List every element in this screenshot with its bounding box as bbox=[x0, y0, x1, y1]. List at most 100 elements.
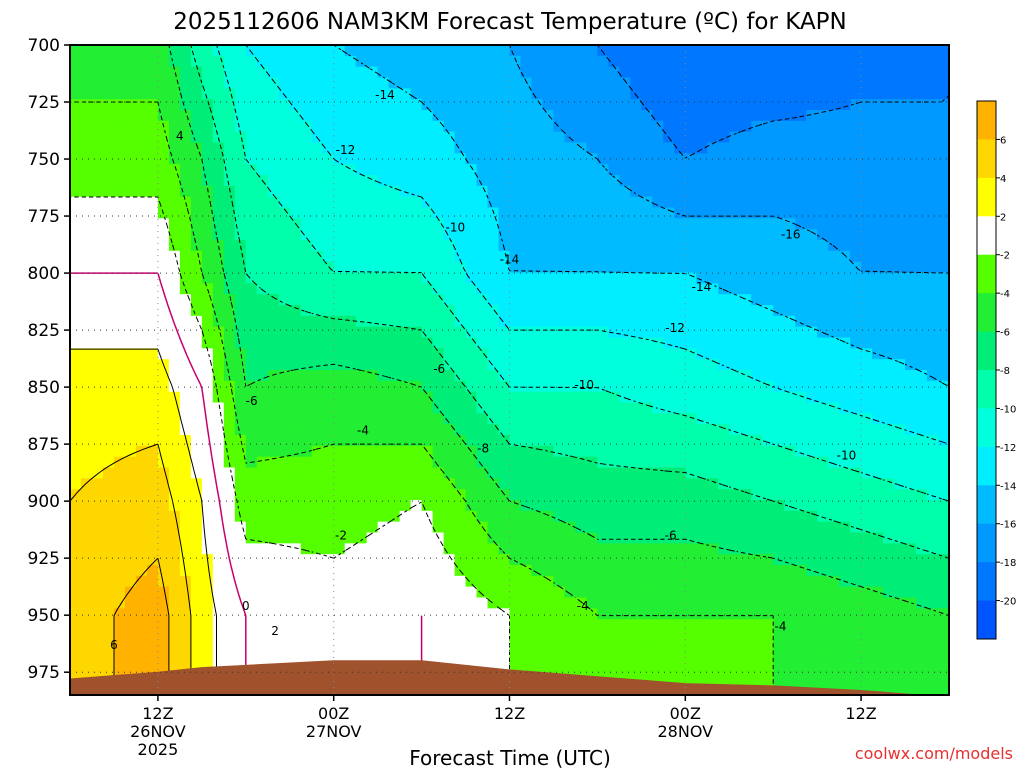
field-cell bbox=[355, 348, 368, 360]
field-cell bbox=[113, 521, 126, 534]
field-cell bbox=[80, 391, 93, 404]
field-cell bbox=[894, 77, 906, 89]
field-cell bbox=[553, 662, 566, 674]
field-cell bbox=[762, 467, 774, 479]
field-cell bbox=[938, 196, 949, 209]
field-cell bbox=[773, 66, 785, 79]
field-cell bbox=[663, 88, 675, 100]
field-cell bbox=[102, 45, 115, 57]
field-cell bbox=[421, 88, 434, 100]
field-cell bbox=[608, 478, 620, 490]
field-cell bbox=[300, 261, 313, 274]
field-cell bbox=[333, 218, 346, 230]
field-cell bbox=[575, 478, 588, 490]
field-cell bbox=[520, 45, 533, 57]
field-cell bbox=[311, 456, 324, 469]
field-cell bbox=[113, 575, 126, 588]
field-cell bbox=[366, 565, 379, 577]
field-cell bbox=[608, 218, 620, 230]
field-cell bbox=[366, 185, 379, 198]
field-cell bbox=[70, 445, 82, 458]
field-cell bbox=[531, 196, 544, 209]
field-cell bbox=[784, 66, 796, 79]
field-cell bbox=[366, 619, 379, 631]
field-cell bbox=[256, 196, 269, 209]
field-cell bbox=[641, 142, 653, 154]
field-cell bbox=[70, 554, 82, 566]
field-cell bbox=[300, 402, 313, 414]
field-cell bbox=[366, 651, 379, 664]
field-cell bbox=[476, 467, 489, 479]
field-cell bbox=[762, 207, 774, 219]
field-cell bbox=[784, 391, 796, 404]
field-cell bbox=[190, 45, 203, 57]
field-cell bbox=[157, 640, 170, 653]
colorbar-label: -2 bbox=[1000, 251, 1010, 262]
field-cell bbox=[157, 565, 170, 577]
field-cell bbox=[179, 250, 192, 263]
field-cell bbox=[80, 326, 93, 339]
field-cell bbox=[377, 196, 390, 209]
field-cell bbox=[795, 413, 807, 425]
field-cell bbox=[245, 142, 258, 154]
field-cell bbox=[399, 229, 412, 241]
field-cell bbox=[355, 142, 368, 154]
field-cell bbox=[388, 110, 401, 122]
field-cell bbox=[300, 120, 313, 133]
field-cell bbox=[927, 272, 939, 284]
field-cell bbox=[300, 391, 313, 404]
field-cell bbox=[223, 218, 236, 230]
field-cell bbox=[245, 45, 258, 57]
field-cell bbox=[487, 456, 500, 469]
field-cell bbox=[663, 359, 675, 371]
field-cell bbox=[894, 348, 906, 360]
field-cell bbox=[366, 250, 379, 263]
field-cell bbox=[685, 619, 697, 631]
field-cell bbox=[487, 651, 500, 664]
field-cell bbox=[916, 196, 928, 209]
field-cell bbox=[124, 305, 137, 317]
field-cell bbox=[70, 294, 82, 306]
field-cell bbox=[872, 424, 884, 436]
field-cell bbox=[399, 402, 412, 414]
field-cell bbox=[91, 456, 104, 469]
field-cell bbox=[388, 218, 401, 230]
field-cell bbox=[872, 218, 884, 230]
field-cell bbox=[179, 153, 192, 165]
field-cell bbox=[806, 597, 818, 609]
field-cell bbox=[157, 521, 170, 534]
field-cell bbox=[157, 597, 170, 609]
field-cell bbox=[267, 185, 280, 198]
field-cell bbox=[784, 175, 796, 187]
field-cell bbox=[498, 467, 511, 479]
field-cell bbox=[377, 240, 390, 252]
field-cell bbox=[289, 164, 302, 176]
field-cell bbox=[597, 164, 609, 176]
field-cell bbox=[707, 359, 719, 371]
field-cell bbox=[146, 445, 159, 458]
field-cell bbox=[476, 532, 489, 544]
field-cell bbox=[531, 521, 544, 534]
field-cell bbox=[278, 142, 291, 154]
field-cell bbox=[124, 478, 137, 490]
field-cell bbox=[157, 66, 170, 79]
field-cell bbox=[531, 575, 544, 588]
field-cell bbox=[509, 272, 522, 284]
field-cell bbox=[465, 272, 478, 284]
field-cell bbox=[597, 510, 609, 523]
colorbar-swatch bbox=[977, 101, 996, 140]
field-cell bbox=[344, 142, 357, 154]
field-cell bbox=[443, 575, 456, 588]
field-cell bbox=[663, 608, 675, 620]
field-cell bbox=[729, 66, 741, 79]
field-cell bbox=[366, 175, 379, 187]
field-cell bbox=[322, 218, 335, 230]
field-cell bbox=[696, 240, 708, 252]
field-cell bbox=[454, 608, 467, 620]
field-cell bbox=[465, 380, 478, 393]
field-cell bbox=[454, 110, 467, 122]
field-cell bbox=[564, 315, 577, 328]
field-cell bbox=[70, 348, 82, 360]
field-cell bbox=[883, 326, 895, 339]
field-cell bbox=[553, 185, 566, 198]
